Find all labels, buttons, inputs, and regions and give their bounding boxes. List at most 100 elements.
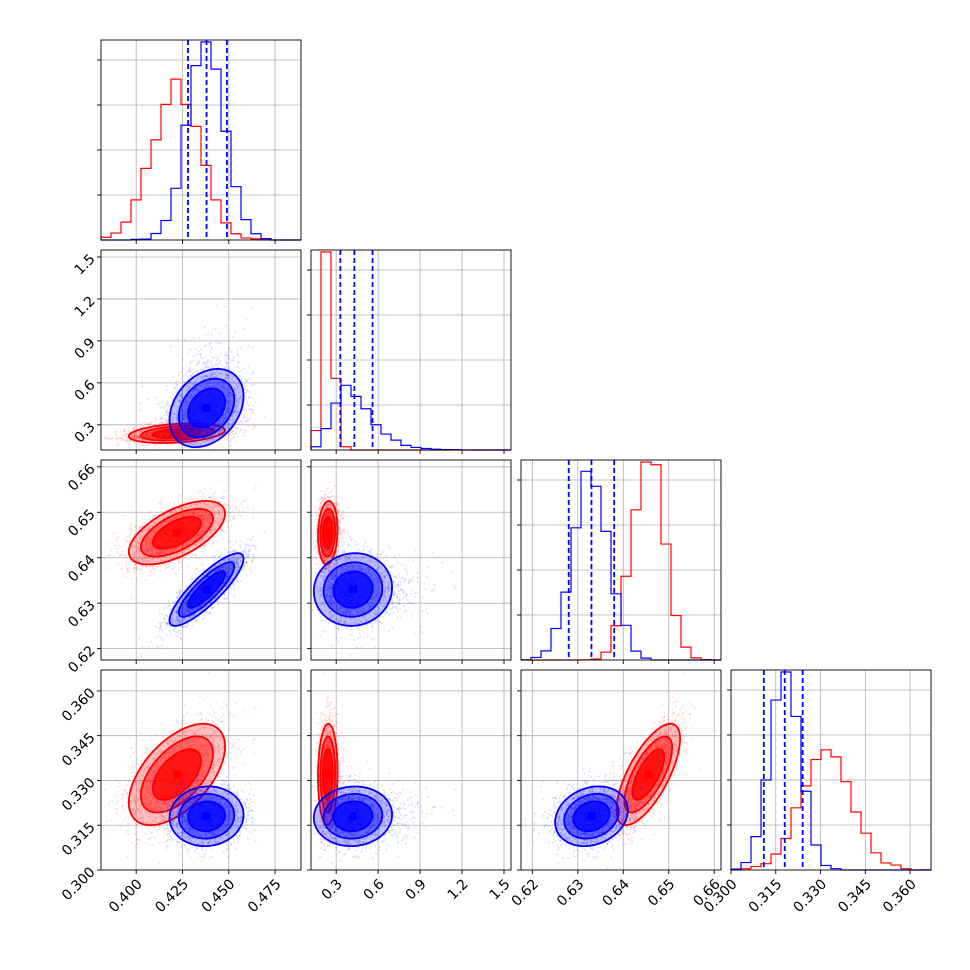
sample-point bbox=[185, 429, 188, 432]
sample-point bbox=[125, 569, 128, 572]
sample-point bbox=[219, 424, 222, 427]
sample-point bbox=[136, 441, 139, 444]
sample-point bbox=[147, 422, 150, 425]
sample-point bbox=[237, 385, 240, 388]
sample-point bbox=[186, 421, 189, 424]
sample-point bbox=[136, 559, 139, 562]
sample-point bbox=[134, 436, 137, 439]
sample-point bbox=[159, 549, 162, 552]
sample-point bbox=[190, 428, 193, 431]
sample-point bbox=[211, 373, 214, 376]
sample-point bbox=[206, 358, 209, 361]
sample-point bbox=[190, 374, 193, 377]
sample-point bbox=[194, 348, 197, 351]
sample-point bbox=[203, 530, 206, 533]
sample-point bbox=[199, 434, 202, 437]
sample-point bbox=[144, 435, 147, 438]
sample-point bbox=[181, 409, 184, 412]
sample-point bbox=[139, 436, 142, 439]
sample-point bbox=[185, 408, 188, 411]
sample-point bbox=[179, 420, 182, 423]
sample-point bbox=[137, 437, 140, 440]
sample-point bbox=[187, 387, 190, 390]
sample-point bbox=[181, 423, 184, 426]
sample-point bbox=[252, 397, 255, 400]
sample-point bbox=[223, 366, 226, 369]
sample-point bbox=[196, 362, 199, 365]
sample-point bbox=[204, 432, 207, 435]
sample-point bbox=[198, 428, 201, 431]
sample-point bbox=[216, 355, 219, 358]
sample-point bbox=[141, 438, 144, 441]
sample-point bbox=[224, 414, 227, 417]
sample-point bbox=[216, 383, 219, 386]
sample-point bbox=[227, 425, 230, 428]
sample-point bbox=[151, 436, 154, 439]
sample-point bbox=[158, 552, 161, 555]
sample-point bbox=[181, 411, 184, 414]
sample-point bbox=[154, 568, 157, 571]
sample-point bbox=[156, 553, 159, 556]
sample-point bbox=[131, 436, 134, 439]
sample-point bbox=[165, 410, 168, 413]
sample-point bbox=[205, 428, 208, 431]
sample-point bbox=[177, 515, 180, 518]
sample-point bbox=[133, 436, 136, 439]
sample-point bbox=[191, 511, 194, 514]
sample-point bbox=[183, 338, 186, 341]
sample-point bbox=[162, 405, 165, 408]
sample-point bbox=[215, 375, 218, 378]
sample-point bbox=[200, 375, 203, 378]
sample-point bbox=[218, 432, 221, 435]
sample-point bbox=[190, 429, 193, 432]
sample-point bbox=[224, 425, 227, 428]
sample-point bbox=[164, 552, 167, 555]
sample-point bbox=[114, 431, 117, 434]
sample-point bbox=[224, 383, 227, 386]
sample-point bbox=[202, 429, 205, 432]
sample-point bbox=[189, 348, 192, 351]
sample-point bbox=[188, 432, 191, 435]
sample-point bbox=[144, 433, 147, 436]
sample-point bbox=[195, 389, 198, 392]
sample-point bbox=[229, 424, 232, 427]
sample-point bbox=[181, 418, 184, 421]
sample-point bbox=[218, 362, 221, 365]
sample-point bbox=[175, 414, 178, 417]
sample-point bbox=[181, 415, 184, 418]
sample-point bbox=[203, 518, 206, 521]
sample-point bbox=[184, 424, 187, 427]
sample-point bbox=[123, 427, 126, 430]
sample-point bbox=[179, 415, 182, 418]
sample-point bbox=[229, 381, 232, 384]
sample-point bbox=[188, 393, 191, 396]
sample-point bbox=[221, 414, 224, 417]
sample-point bbox=[120, 437, 123, 440]
sample-point bbox=[149, 431, 152, 434]
sample-point bbox=[228, 401, 231, 404]
sample-point bbox=[125, 439, 128, 442]
sample-point bbox=[143, 432, 146, 435]
sample-point bbox=[204, 544, 207, 547]
sample-point bbox=[248, 408, 251, 411]
sample-point bbox=[212, 376, 215, 379]
sample-point bbox=[146, 434, 149, 437]
sample-point bbox=[198, 388, 201, 391]
sample-point bbox=[231, 335, 234, 338]
sample-point bbox=[219, 432, 222, 435]
sample-point bbox=[202, 369, 205, 372]
sample-point bbox=[137, 558, 140, 561]
sample-point bbox=[158, 575, 161, 578]
sample-point bbox=[191, 430, 194, 433]
sample-point bbox=[234, 439, 237, 442]
sample-point bbox=[193, 394, 196, 397]
sample-point bbox=[239, 370, 242, 373]
sample-point bbox=[185, 404, 188, 407]
sample-point bbox=[176, 552, 179, 555]
sample-point bbox=[233, 409, 236, 412]
sample-point bbox=[150, 421, 153, 424]
sample-point bbox=[169, 548, 172, 551]
sample-point bbox=[146, 432, 149, 435]
sample-point bbox=[219, 359, 222, 362]
sample-point bbox=[176, 429, 179, 432]
